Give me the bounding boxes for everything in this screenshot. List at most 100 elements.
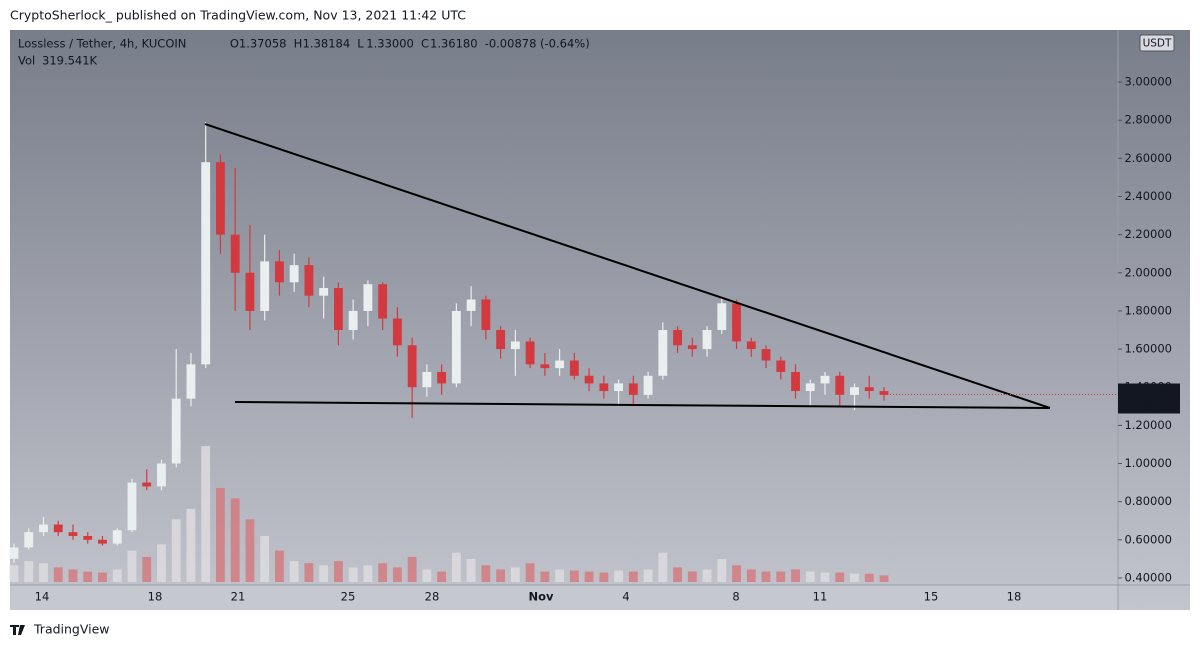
candle-body [717, 303, 727, 331]
volume-bar [584, 571, 594, 582]
volume-bar [216, 487, 225, 582]
x-tick-label: Nov [528, 590, 554, 604]
candle-body [673, 330, 682, 346]
volume-bar [392, 567, 402, 582]
volume-bar [422, 569, 432, 582]
currency-label: USDT [1143, 38, 1172, 50]
candle-body [112, 530, 122, 544]
candle-body [186, 364, 196, 399]
legend-value: 1.37058 [239, 37, 287, 51]
candle-body [864, 387, 874, 392]
candle-body [835, 375, 845, 395]
volume-bar [9, 565, 19, 582]
volume-bar [230, 498, 240, 582]
volume-bar [201, 446, 211, 582]
volume-bar [245, 519, 255, 582]
legend-key: L [357, 37, 364, 51]
last-price-badge [1118, 383, 1180, 414]
y-tick-label: 2.00000 [1124, 265, 1172, 279]
volume-bar [437, 571, 447, 582]
volume-bar [481, 565, 491, 582]
volume-bar [673, 567, 682, 582]
candle-body [201, 162, 211, 365]
publish-info: CryptoSherlock_ published on TradingView… [10, 8, 466, 23]
candle-body [569, 360, 579, 376]
volume-bar [260, 536, 270, 582]
volume-bar [127, 550, 137, 582]
candle-body [422, 371, 432, 388]
volume-bar [451, 552, 461, 582]
candle-body [628, 383, 638, 395]
candle-body [392, 318, 402, 346]
candle-body [333, 288, 343, 331]
volume-bar [157, 544, 166, 582]
volume-bar [599, 572, 609, 582]
volume-bar [39, 563, 48, 582]
candle-body [791, 371, 800, 392]
candle-body [555, 360, 565, 369]
legend-key: H [294, 37, 303, 51]
candle-body [732, 303, 741, 342]
candle-body [142, 482, 152, 487]
volume-bar [687, 571, 697, 582]
candle-body [643, 375, 653, 395]
volume-value: 319.541K [42, 54, 98, 68]
x-tick-label: 14 [35, 590, 50, 604]
y-tick-label: 0.60000 [1124, 532, 1172, 546]
candle-body [319, 288, 329, 296]
time-axis [10, 585, 1118, 610]
volume-bar [407, 556, 417, 582]
y-tick-label: 1.80000 [1124, 303, 1172, 317]
volume-bar [614, 570, 623, 582]
candle-body [850, 387, 859, 395]
candle-body [746, 341, 756, 350]
candle-body [584, 375, 594, 384]
y-tick-label: 0.80000 [1124, 494, 1172, 508]
candle-body [658, 330, 668, 376]
candle-body [407, 345, 417, 388]
volume-bar [83, 571, 93, 582]
x-tick-label: 15 [924, 590, 939, 604]
candle-body [24, 532, 34, 548]
volume-bar [820, 572, 830, 582]
y-tick-label: 0.40000 [1124, 570, 1172, 584]
candle-body [216, 162, 225, 235]
volume-bar [496, 569, 506, 582]
candle-body [275, 261, 284, 283]
candle-body [39, 524, 48, 533]
volume-bar [761, 571, 771, 582]
symbol-title: Lossless / Tether, 4h, KUCOIN [18, 37, 186, 51]
volume-bar [289, 561, 299, 582]
currency-badge [1139, 34, 1175, 52]
x-tick-label: 18 [148, 590, 163, 604]
y-tick-label: 1.00000 [1124, 456, 1172, 470]
volume-bar [378, 563, 388, 582]
candle-body [127, 482, 137, 531]
x-tick-label: 28 [425, 590, 440, 604]
last-price-label: 1.36180 [1124, 384, 1176, 398]
legend-key: C [421, 37, 429, 51]
volume-key: Vol [18, 54, 35, 68]
candle-body [466, 299, 476, 311]
trend-line-lower [234, 401, 1051, 409]
candle-body [289, 265, 299, 283]
volume-bar [186, 508, 196, 582]
volume-bar [98, 572, 107, 582]
countdown: 17:43 [1124, 398, 1157, 412]
volume-bar [776, 571, 786, 582]
candle-body [230, 234, 240, 273]
volume-bar [319, 565, 329, 582]
candle-body [348, 310, 358, 331]
volume-bar [466, 559, 476, 582]
y-tick-label: 2.80000 [1124, 113, 1172, 127]
trend-line-upper [204, 123, 1051, 409]
y-tick-label: 1.60000 [1124, 342, 1172, 356]
volume-bar [864, 573, 874, 582]
volume-bar [363, 565, 373, 582]
candle-body [805, 383, 815, 392]
logo [10, 625, 25, 635]
candle-body [53, 524, 63, 533]
volume-bar [540, 571, 550, 582]
volume-bar [628, 571, 638, 582]
candle-body [171, 398, 181, 464]
